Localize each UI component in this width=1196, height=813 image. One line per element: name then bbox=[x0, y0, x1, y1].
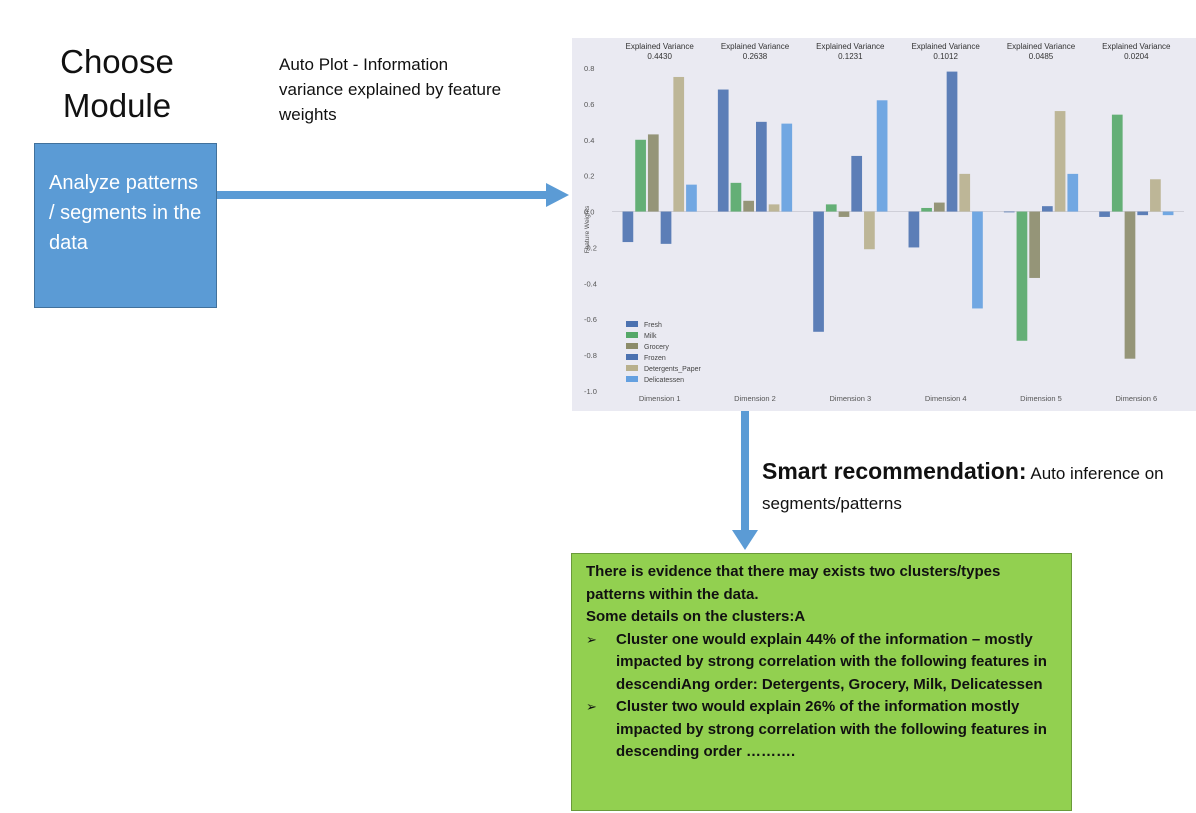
bar-frozen bbox=[946, 71, 958, 212]
y-tick-label: -0.4 bbox=[584, 279, 597, 288]
x-tick-label: Dimension 5 bbox=[1020, 394, 1062, 403]
bar-detergents-paper bbox=[1054, 111, 1066, 212]
bar-detergents-paper bbox=[673, 76, 685, 212]
bar-detergents-paper bbox=[1150, 179, 1161, 212]
legend-label: Delicatessen bbox=[644, 377, 684, 384]
bar-frozen bbox=[1137, 211, 1149, 216]
module-box-label: Analyze patterns / segments in the data bbox=[49, 172, 202, 254]
bar-grocery bbox=[647, 134, 659, 212]
legend-label: Grocery bbox=[644, 344, 669, 351]
explained-variance-label: Explained Variance bbox=[721, 42, 790, 51]
y-tick-label: 0.8 bbox=[584, 64, 594, 73]
bar-fresh bbox=[717, 89, 729, 212]
recommendation-box: There is evidence that there may exists … bbox=[571, 553, 1072, 811]
explained-variance-label: Explained Variance bbox=[625, 42, 694, 51]
bar-milk bbox=[1111, 114, 1123, 212]
legend-label: Fresh bbox=[644, 322, 662, 329]
bar-milk bbox=[730, 182, 742, 212]
y-tick-label: 0.0 bbox=[584, 208, 594, 217]
explained-variance-label: Explained Variance bbox=[816, 42, 885, 51]
bar-fresh bbox=[1003, 211, 1015, 213]
explained-variance-value: 0.1012 bbox=[933, 52, 958, 61]
recommendation-bullet: ➢ Cluster one would explain 44% of the i… bbox=[586, 629, 1059, 697]
bar-delicatessen bbox=[686, 184, 697, 212]
analyze-module-box[interactable]: Analyze patterns / segments in the data bbox=[34, 143, 217, 308]
bar-grocery bbox=[838, 211, 850, 217]
bar-delicatessen bbox=[876, 100, 888, 212]
bar-delicatessen bbox=[1162, 211, 1174, 216]
bar-grocery bbox=[743, 200, 754, 212]
recommendation-bullet: ➢ Cluster two would explain 26% of the i… bbox=[586, 696, 1059, 764]
explained-variance-label: Explained Variance bbox=[1007, 42, 1076, 51]
bar-frozen bbox=[756, 121, 767, 212]
arrow-plot-to-recommendation bbox=[732, 411, 758, 550]
x-tick-label: Dimension 2 bbox=[734, 394, 776, 403]
bullet-text: Cluster one would explain 44% of the inf… bbox=[616, 630, 1047, 693]
bar-fresh bbox=[622, 211, 634, 243]
x-tick-label: Dimension 4 bbox=[925, 394, 967, 403]
legend-swatch bbox=[626, 365, 638, 371]
arrow-module-to-plot bbox=[217, 183, 569, 207]
explained-variance-value: 0.4430 bbox=[647, 52, 672, 61]
bullet-arrow-icon: ➢ bbox=[586, 631, 597, 647]
y-tick-label: -0.6 bbox=[584, 315, 597, 324]
plot-caption: Auto Plot - Information variance explain… bbox=[279, 55, 502, 124]
y-tick-label: 0.2 bbox=[584, 172, 594, 181]
explained-variance-value: 0.0485 bbox=[1029, 52, 1054, 61]
y-axis-label: Feature Weights bbox=[584, 205, 591, 253]
bar-frozen bbox=[851, 155, 863, 212]
x-tick-label: Dimension 6 bbox=[1115, 394, 1157, 403]
x-tick-label: Dimension 1 bbox=[639, 394, 681, 403]
smart-recommendation-text: Auto inference on segments/patterns bbox=[762, 464, 1164, 513]
chart-canvas: 0.8 0.6 0.4 0.2 0.0 -0.2 -0.4 -0.6 -0.8 -1.0 Featu… bbox=[584, 42, 1184, 403]
bar-frozen bbox=[660, 211, 672, 244]
smart-recommendation-heading: Smart recommendation: bbox=[762, 458, 1027, 484]
bar-delicatessen bbox=[972, 211, 983, 309]
explained-variance-label: Explained Variance bbox=[911, 42, 980, 51]
legend-label: Frozen bbox=[644, 355, 666, 362]
explained-variance-value: 0.0204 bbox=[1124, 52, 1149, 61]
explained-variance-label: Explained Variance bbox=[1102, 42, 1171, 51]
legend-swatch bbox=[626, 321, 638, 327]
y-tick-label: -0.8 bbox=[584, 351, 597, 360]
bar-detergents-paper bbox=[959, 173, 971, 212]
bar-grocery bbox=[1124, 211, 1136, 359]
bar-grocery bbox=[933, 202, 945, 212]
legend-swatch bbox=[626, 332, 638, 338]
choose-module-title: Choose Module bbox=[60, 43, 174, 124]
bar-fresh bbox=[1099, 211, 1110, 217]
bar-milk bbox=[825, 204, 837, 212]
explained-variance-value: 0.2638 bbox=[743, 52, 768, 61]
bar-milk bbox=[921, 207, 932, 212]
bar-delicatessen bbox=[781, 123, 793, 212]
bar-detergents-paper bbox=[864, 211, 875, 250]
y-tick-label: 0.4 bbox=[584, 136, 594, 145]
y-tick-label: -1.0 bbox=[584, 387, 597, 396]
legend-swatch bbox=[626, 354, 638, 360]
feature-weights-chart: 0.8 0.6 0.4 0.2 0.0 -0.2 -0.4 -0.6 -0.8 -1.0 Featu… bbox=[572, 38, 1196, 411]
legend-label: Detergents_Paper bbox=[644, 366, 701, 373]
bar-delicatessen bbox=[1067, 173, 1079, 212]
recommendation-line: Some details on the clusters:A bbox=[586, 608, 806, 625]
bar-fresh bbox=[908, 211, 920, 248]
bar-milk bbox=[1016, 211, 1028, 341]
bar-fresh bbox=[813, 211, 824, 332]
legend-swatch bbox=[626, 376, 638, 382]
bar-milk bbox=[635, 139, 646, 212]
y-tick-label: -0.2 bbox=[584, 243, 597, 252]
recommendation-line: There is evidence that there may exists … bbox=[586, 563, 1001, 603]
bullet-text: Cluster two would explain 26% of the inf… bbox=[616, 698, 1047, 760]
bar-grocery bbox=[1029, 211, 1040, 278]
legend-swatch bbox=[626, 343, 638, 349]
x-tick-label: Dimension 3 bbox=[829, 394, 871, 403]
explained-variance-value: 0.1231 bbox=[838, 52, 863, 61]
smart-recommendation: Smart recommendation: Auto inference on … bbox=[762, 456, 1182, 519]
bullet-arrow-icon: ➢ bbox=[586, 699, 597, 714]
bar-frozen bbox=[1042, 206, 1053, 212]
bar-detergents-paper bbox=[768, 204, 780, 212]
y-tick-label: 0.6 bbox=[584, 100, 594, 109]
legend-label: Milk bbox=[644, 333, 657, 340]
